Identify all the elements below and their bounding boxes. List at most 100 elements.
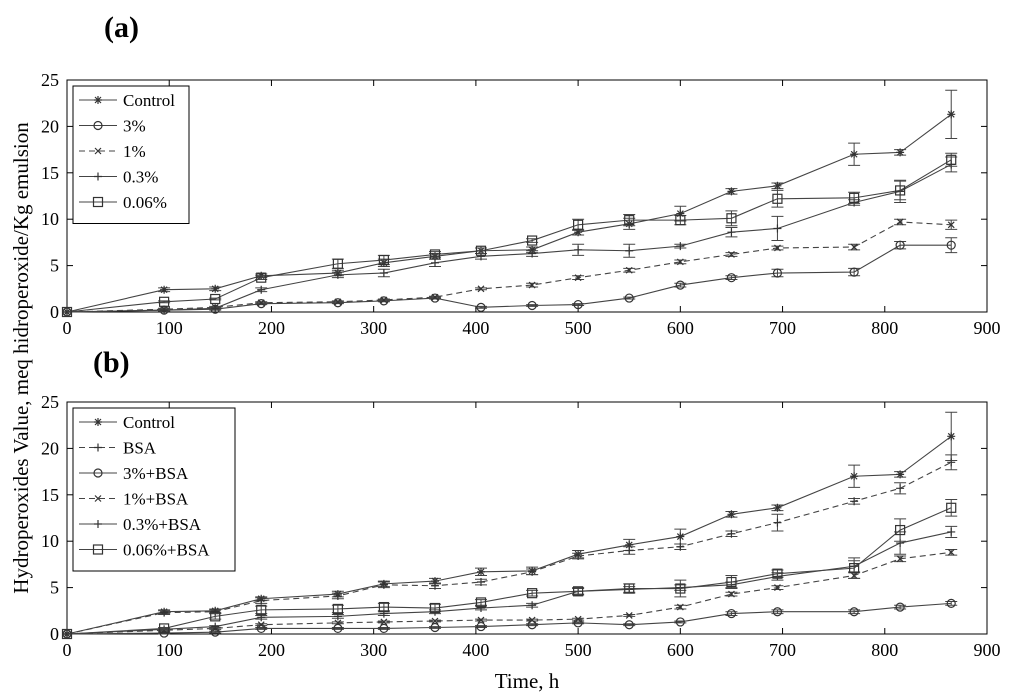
y-tick-label-b-5: 5 bbox=[50, 578, 59, 598]
data-point-a-3-9 bbox=[573, 299, 583, 310]
legend-label-a-0-06: 0.06% bbox=[123, 193, 167, 212]
legend-marker-b-0-3-bsa bbox=[94, 520, 102, 528]
legend-box-b bbox=[72, 407, 236, 572]
data-point-a-control-13 bbox=[773, 181, 782, 190]
data-point-b-3-bsa-4 bbox=[333, 623, 343, 634]
x-tick-label-b-500: 500 bbox=[565, 640, 592, 660]
data-point-a-1-5 bbox=[380, 296, 388, 304]
data-point-a-control-11 bbox=[676, 209, 685, 218]
data-point-b-1-bsa-16 bbox=[947, 548, 955, 556]
y-tick-label-a-25: 25 bbox=[41, 70, 59, 90]
legend-label-b-0-06-bsa: 0.06%+BSA bbox=[123, 541, 210, 560]
data-point-b-bsa-9 bbox=[574, 552, 583, 561]
data-point-b-control-10 bbox=[625, 540, 634, 549]
error-bar-b-0-06-bsa-16 bbox=[945, 498, 958, 517]
data-point-a-0-3-11 bbox=[676, 242, 685, 251]
data-point-a-0-3-5 bbox=[379, 269, 388, 278]
data-point-a-control-1 bbox=[160, 285, 169, 294]
data-point-b-3-bsa-16 bbox=[946, 598, 956, 608]
data-point-b-1-bsa-15 bbox=[896, 555, 904, 563]
data-point-b-0-3-bsa-8 bbox=[528, 601, 537, 610]
data-point-b-0-06-bsa-14 bbox=[849, 563, 860, 574]
data-point-b-bsa-11 bbox=[676, 542, 685, 551]
legend-marker-b-1-bsa bbox=[94, 495, 102, 502]
data-point-b-3-bsa-14 bbox=[849, 607, 859, 617]
y-tick-label-b-10: 10 bbox=[41, 531, 59, 551]
data-point-a-1-11 bbox=[676, 258, 684, 266]
error-bar-b-0-06-bsa-11 bbox=[674, 579, 687, 598]
legend-marker-b-bsa bbox=[94, 443, 102, 452]
data-point-a-3-7 bbox=[476, 302, 486, 312]
data-point-a-3-12 bbox=[726, 273, 737, 283]
x-tick-label-b-200: 200 bbox=[258, 640, 285, 660]
error-bar-a-0-06-9 bbox=[572, 218, 585, 231]
legend-box-a bbox=[72, 85, 190, 224]
legend-label-b-3-bsa: 3%+BSA bbox=[123, 464, 189, 483]
legend-label-b-0-3-bsa: 0.3%+BSA bbox=[123, 515, 202, 534]
data-point-b-1-bsa-3 bbox=[257, 621, 265, 629]
x-tick-label-a-500: 500 bbox=[565, 318, 592, 338]
data-point-b-1-bsa-11 bbox=[676, 603, 684, 611]
data-point-a-control-2 bbox=[211, 284, 220, 293]
data-point-b-0-06-bsa-15 bbox=[895, 524, 906, 536]
data-point-a-0-3-4 bbox=[333, 270, 342, 279]
x-tick-label-b-400: 400 bbox=[462, 640, 489, 660]
data-point-b-0-06-bsa-0 bbox=[61, 628, 73, 640]
x-tick-label-b-700: 700 bbox=[769, 640, 796, 660]
series-line-a-0-3 bbox=[66, 163, 952, 313]
y-tick-label-b-25: 25 bbox=[41, 392, 59, 412]
data-point-b-0-06-bsa-11 bbox=[675, 583, 686, 594]
x-tick-label-b-800: 800 bbox=[871, 640, 898, 660]
data-point-b-0-06-bsa-4 bbox=[332, 603, 343, 615]
legend-label-b-1-bsa: 1%+BSA bbox=[123, 490, 189, 509]
data-point-b-0-06-bsa-2 bbox=[210, 611, 221, 622]
x-tick-label-a-0: 0 bbox=[63, 318, 72, 338]
data-point-a-1-6 bbox=[431, 293, 439, 301]
legend-marker-a-0-3 bbox=[94, 172, 102, 181]
x-tick-label-a-700: 700 bbox=[769, 318, 796, 338]
data-point-a-0-06-15 bbox=[895, 185, 906, 196]
data-point-a-0-3-10 bbox=[625, 246, 634, 255]
panel-a-plot: 0 100 200 300 400 500 600 700 800 900 0 5 10 15 20 25 Co… bbox=[41, 70, 1001, 338]
x-tick-label-a-200: 200 bbox=[258, 318, 285, 338]
y-tick-label-a-10: 10 bbox=[41, 209, 59, 229]
data-point-a-1-4 bbox=[334, 298, 342, 306]
data-point-b-3-bsa-10 bbox=[624, 620, 634, 630]
y-tick-label-b-15: 15 bbox=[41, 485, 59, 505]
legend-marker-b-0-06-bsa bbox=[92, 544, 104, 555]
data-point-a-0-06-1 bbox=[159, 296, 170, 307]
error-bar-a-0-06-15 bbox=[894, 180, 907, 201]
data-point-b-3-bsa-7 bbox=[476, 621, 486, 632]
data-point-b-control-16 bbox=[947, 432, 956, 441]
data-point-a-control-15 bbox=[896, 148, 905, 157]
y-tick-label-a-0: 0 bbox=[50, 302, 59, 322]
data-point-b-bsa-1 bbox=[160, 608, 169, 617]
x-tick-label-b-600: 600 bbox=[667, 640, 694, 660]
data-point-b-bsa-15 bbox=[896, 484, 905, 493]
panel-a-frame bbox=[66, 79, 988, 313]
legend-marker-a-3 bbox=[93, 120, 103, 131]
legend-label-b-control: Control bbox=[123, 413, 175, 432]
data-point-a-control-9 bbox=[574, 228, 583, 237]
data-point-a-0-3-6 bbox=[431, 258, 439, 267]
data-point-b-3-bsa-5 bbox=[379, 623, 389, 634]
legend-marker-a-control bbox=[94, 96, 102, 104]
data-point-b-1-bsa-6 bbox=[431, 617, 439, 625]
data-point-b-3-bsa-12 bbox=[726, 608, 737, 619]
y-tick-label-a-20: 20 bbox=[41, 116, 59, 136]
series-line-a-control bbox=[66, 113, 952, 313]
data-point-a-0-06-4 bbox=[332, 258, 343, 269]
data-point-a-3-15 bbox=[895, 240, 905, 250]
data-point-a-0-06-16 bbox=[946, 154, 957, 165]
error-bar-a-0-06-13 bbox=[771, 189, 784, 208]
data-point-b-bsa-16 bbox=[947, 458, 956, 467]
data-point-b-0-3-bsa-2 bbox=[211, 622, 220, 631]
legend-label-a-3: 3% bbox=[123, 117, 146, 136]
legend-label-a-control: Control bbox=[123, 91, 175, 110]
data-point-b-control-12 bbox=[727, 510, 736, 519]
panel-b-frame bbox=[66, 401, 988, 635]
y-tick-label-a-15: 15 bbox=[41, 163, 59, 183]
x-tick-label-b-100: 100 bbox=[156, 640, 183, 660]
data-point-a-1-3 bbox=[257, 299, 265, 307]
